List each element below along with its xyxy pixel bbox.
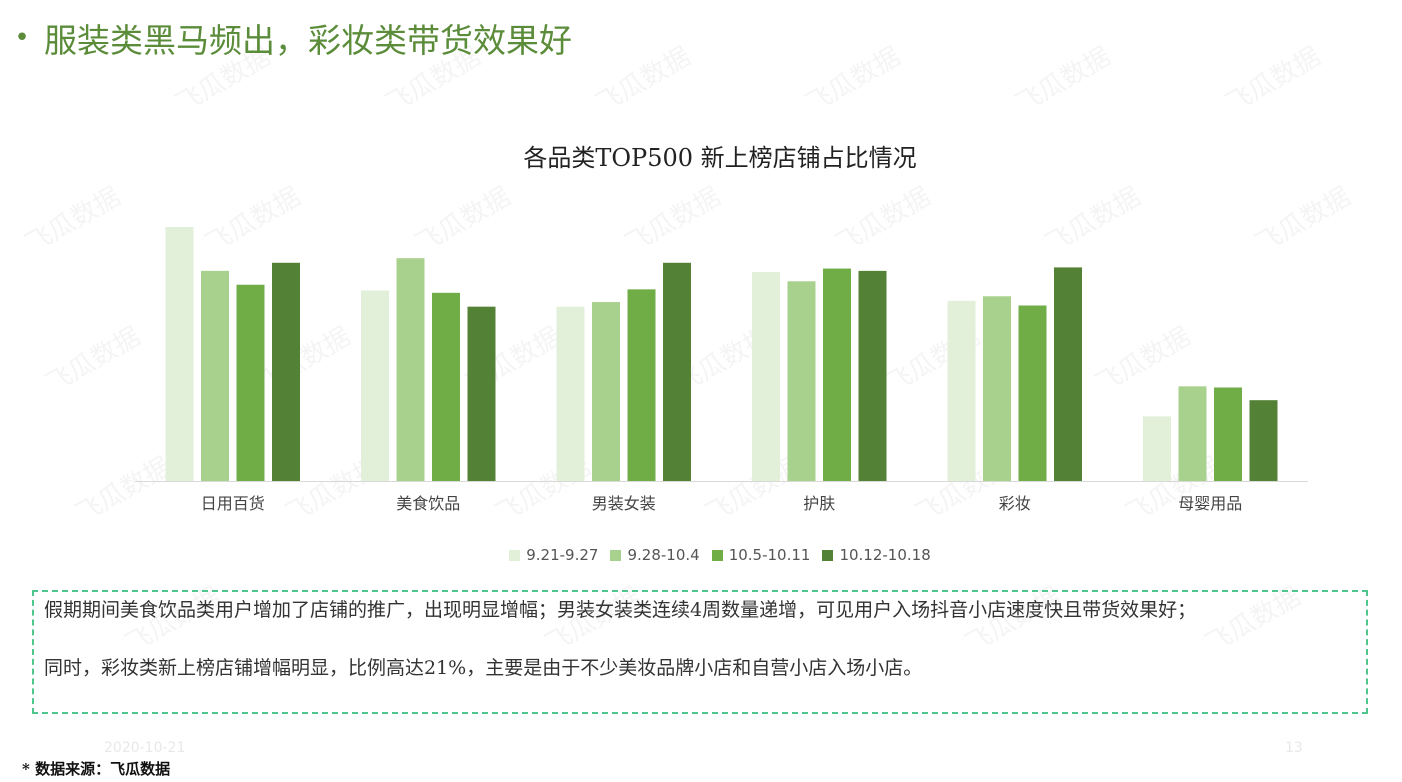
x-tick-label: 母婴用品 xyxy=(1178,494,1242,513)
bar xyxy=(272,262,300,481)
legend-label: 10.12-10.18 xyxy=(839,546,931,564)
legend-swatch xyxy=(509,549,521,561)
bar xyxy=(752,272,780,481)
bar xyxy=(627,289,656,481)
bar xyxy=(1178,386,1207,481)
bar xyxy=(1054,267,1082,481)
bar xyxy=(858,270,887,481)
legend-item: 9.21-9.27 xyxy=(509,546,598,564)
legend-item: 9.28-10.4 xyxy=(610,546,700,564)
x-tick-label: 男装女装 xyxy=(592,494,656,513)
heading-text: 服装类黑马频出，彩妆类带货效果好 xyxy=(44,21,572,60)
x-tick-label: 彩妆 xyxy=(999,494,1031,513)
chart-legend: 9.21-9.27 9.28-10.4 10.5-10.11 10.12-10.… xyxy=(0,546,1402,564)
legend-swatch xyxy=(711,549,723,561)
bar xyxy=(201,270,229,481)
bar xyxy=(823,268,851,481)
bar xyxy=(1249,400,1278,481)
bar xyxy=(1214,387,1242,481)
legend-label: 10.5-10.11 xyxy=(728,546,811,564)
bar xyxy=(787,281,816,481)
x-tick-label: 美食饮品 xyxy=(396,494,460,513)
bar xyxy=(361,290,389,481)
bar xyxy=(1143,416,1171,481)
data-source: * 数据来源：飞瓜数据 xyxy=(22,760,171,778)
bar xyxy=(947,300,976,481)
bar xyxy=(396,258,425,481)
bar xyxy=(467,306,496,481)
bar xyxy=(592,302,620,481)
page-number: 13 xyxy=(1285,740,1303,756)
bar xyxy=(236,284,265,481)
chart-title: 各品类TOP500 新上榜店铺占比情况 xyxy=(523,144,917,172)
note-paragraph: 假期期间美食饮品类用户增加了店铺的推广，出现明显增幅；男装女装类连续4周数量递增… xyxy=(44,599,1197,621)
bar xyxy=(983,296,1011,481)
legend-label: 9.21-9.27 xyxy=(526,546,599,564)
note-box: 假期期间美食饮品类用户增加了店铺的推广，出现明显增幅；男装女装类连续4周数量递增… xyxy=(32,590,1368,714)
legend-swatch xyxy=(822,549,834,561)
legend-swatch xyxy=(610,549,622,561)
legend-label: 9.28-10.4 xyxy=(627,546,700,564)
bar-chart: 日用百货 美食饮品 男装女装 护肤 彩妆 母婴用品 xyxy=(135,227,1308,513)
bar xyxy=(556,306,585,481)
footer-date: 2020-10-21 xyxy=(104,740,186,756)
bar xyxy=(165,227,194,481)
legend-item: 10.12-10.18 xyxy=(822,546,931,564)
x-tick-label: 日用百货 xyxy=(201,494,265,513)
bar xyxy=(432,292,460,481)
heading-bullet: • xyxy=(14,23,30,53)
bar xyxy=(663,262,691,481)
x-tick-label: 护肤 xyxy=(803,494,835,513)
legend-item: 10.5-10.11 xyxy=(711,546,811,564)
page-heading: • 服装类黑马频出，彩妆类带货效果好 xyxy=(0,16,572,60)
note-paragraph: 同时，彩妆类新上榜店铺增幅明显，比例高达21%，主要是由于不少美妆品牌小店和自营… xyxy=(44,657,923,679)
bar xyxy=(1018,305,1047,481)
